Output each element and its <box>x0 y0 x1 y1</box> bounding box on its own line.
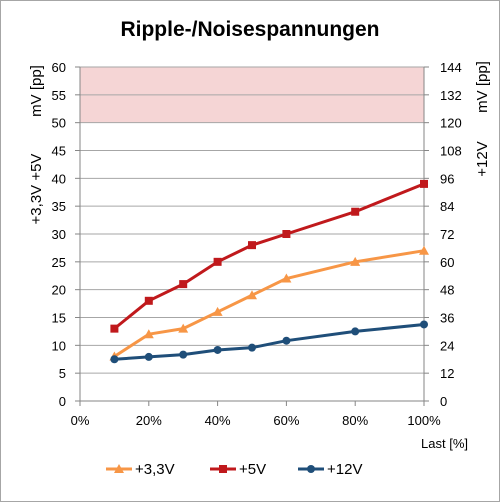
legend: +3,3V +5V +12V <box>106 461 362 478</box>
data-point <box>110 355 119 364</box>
data-point <box>144 352 153 361</box>
legend-item-+5V: +5V <box>210 461 266 478</box>
legend-marker <box>219 465 227 473</box>
y-tick-label-left: 20 <box>52 283 66 298</box>
data-point <box>248 241 256 250</box>
data-point <box>178 323 189 333</box>
legend-label: +5V <box>239 461 266 478</box>
y-tick-label-right: 60 <box>440 255 454 270</box>
y-tick-label-right: 108 <box>440 144 462 159</box>
y-tick-label-right: 120 <box>440 116 462 131</box>
legend-marker <box>307 465 315 473</box>
y-tick-label-right: 144 <box>440 60 462 75</box>
legend-label: +3,3V <box>135 461 175 478</box>
x-axis-label: Last [%] <box>421 436 468 451</box>
y-tick-label-left: 40 <box>52 171 66 186</box>
x-tick-label: 100% <box>407 413 441 428</box>
y-tick-label-left: 35 <box>52 199 66 214</box>
data-point <box>179 280 188 289</box>
x-tick-label: 20% <box>136 413 162 428</box>
y-tick-label-left: 25 <box>52 255 66 270</box>
y-tick-label-left: 45 <box>52 144 66 159</box>
data-point <box>351 327 360 336</box>
legend-marker <box>114 464 124 473</box>
y-tick-label-right: 24 <box>440 338 454 353</box>
data-point <box>144 296 153 305</box>
y-axis-label-right: +12V <box>474 141 491 176</box>
y-tick-label-right: 132 <box>440 88 462 103</box>
y-tick-label-left: 50 <box>52 116 66 131</box>
y-tick-label-left: 30 <box>52 227 66 242</box>
data-point <box>213 345 222 354</box>
data-point <box>420 179 428 188</box>
y-tick-label-left: 5 <box>59 366 66 381</box>
y-tick-label-right: 12 <box>440 366 454 381</box>
legend-item-+12V: +12V <box>298 461 362 478</box>
data-point <box>282 336 291 345</box>
x-tick-label: 80% <box>342 413 368 428</box>
y-axis-label-right-unit: mV [pp] <box>474 61 491 113</box>
data-point <box>248 343 256 352</box>
data-point <box>281 273 292 283</box>
y-tick-label-right: 96 <box>440 171 454 186</box>
y-tick-label-right: 72 <box>440 227 454 242</box>
series-+12V <box>110 320 428 364</box>
y-tick-label-left: 10 <box>52 338 66 353</box>
y-tick-label-left: 15 <box>52 311 66 326</box>
legend-item-+3,3V: +3,3V <box>106 461 175 478</box>
data-point <box>110 324 119 333</box>
y-tick-label-left: 0 <box>59 394 66 409</box>
data-point <box>351 207 360 216</box>
y-tick-label-right: 48 <box>440 283 454 298</box>
data-point <box>179 350 188 359</box>
x-tick-label: 0% <box>71 413 90 428</box>
series-line <box>114 322 425 361</box>
y-tick-label-right: 36 <box>440 311 454 326</box>
data-point <box>419 245 429 255</box>
data-point <box>282 230 291 238</box>
y-axis-label-left: +3,3V +5V <box>28 154 45 225</box>
y-tick-label-right: 84 <box>440 199 454 214</box>
series-+5V <box>110 179 428 333</box>
data-point <box>212 306 223 316</box>
series-+3,3V <box>109 245 429 361</box>
data-point <box>247 290 257 300</box>
chart-title: Ripple-/Noisespannungen <box>120 18 379 41</box>
series-line <box>113 182 425 330</box>
legend-label: +12V <box>327 461 362 478</box>
y-tick-label-left: 55 <box>52 88 66 103</box>
y-tick-label-right: 0 <box>440 394 447 409</box>
data-point <box>350 256 361 266</box>
y-tick-label-left: 60 <box>52 60 66 75</box>
x-tick-label: 40% <box>205 413 231 428</box>
data-point <box>143 329 154 339</box>
x-tick-label: 60% <box>273 413 299 428</box>
series-line <box>113 249 425 358</box>
data-point <box>420 320 428 329</box>
y-axis-label-left-unit: mV [pp] <box>28 65 45 117</box>
data-point <box>213 257 222 266</box>
